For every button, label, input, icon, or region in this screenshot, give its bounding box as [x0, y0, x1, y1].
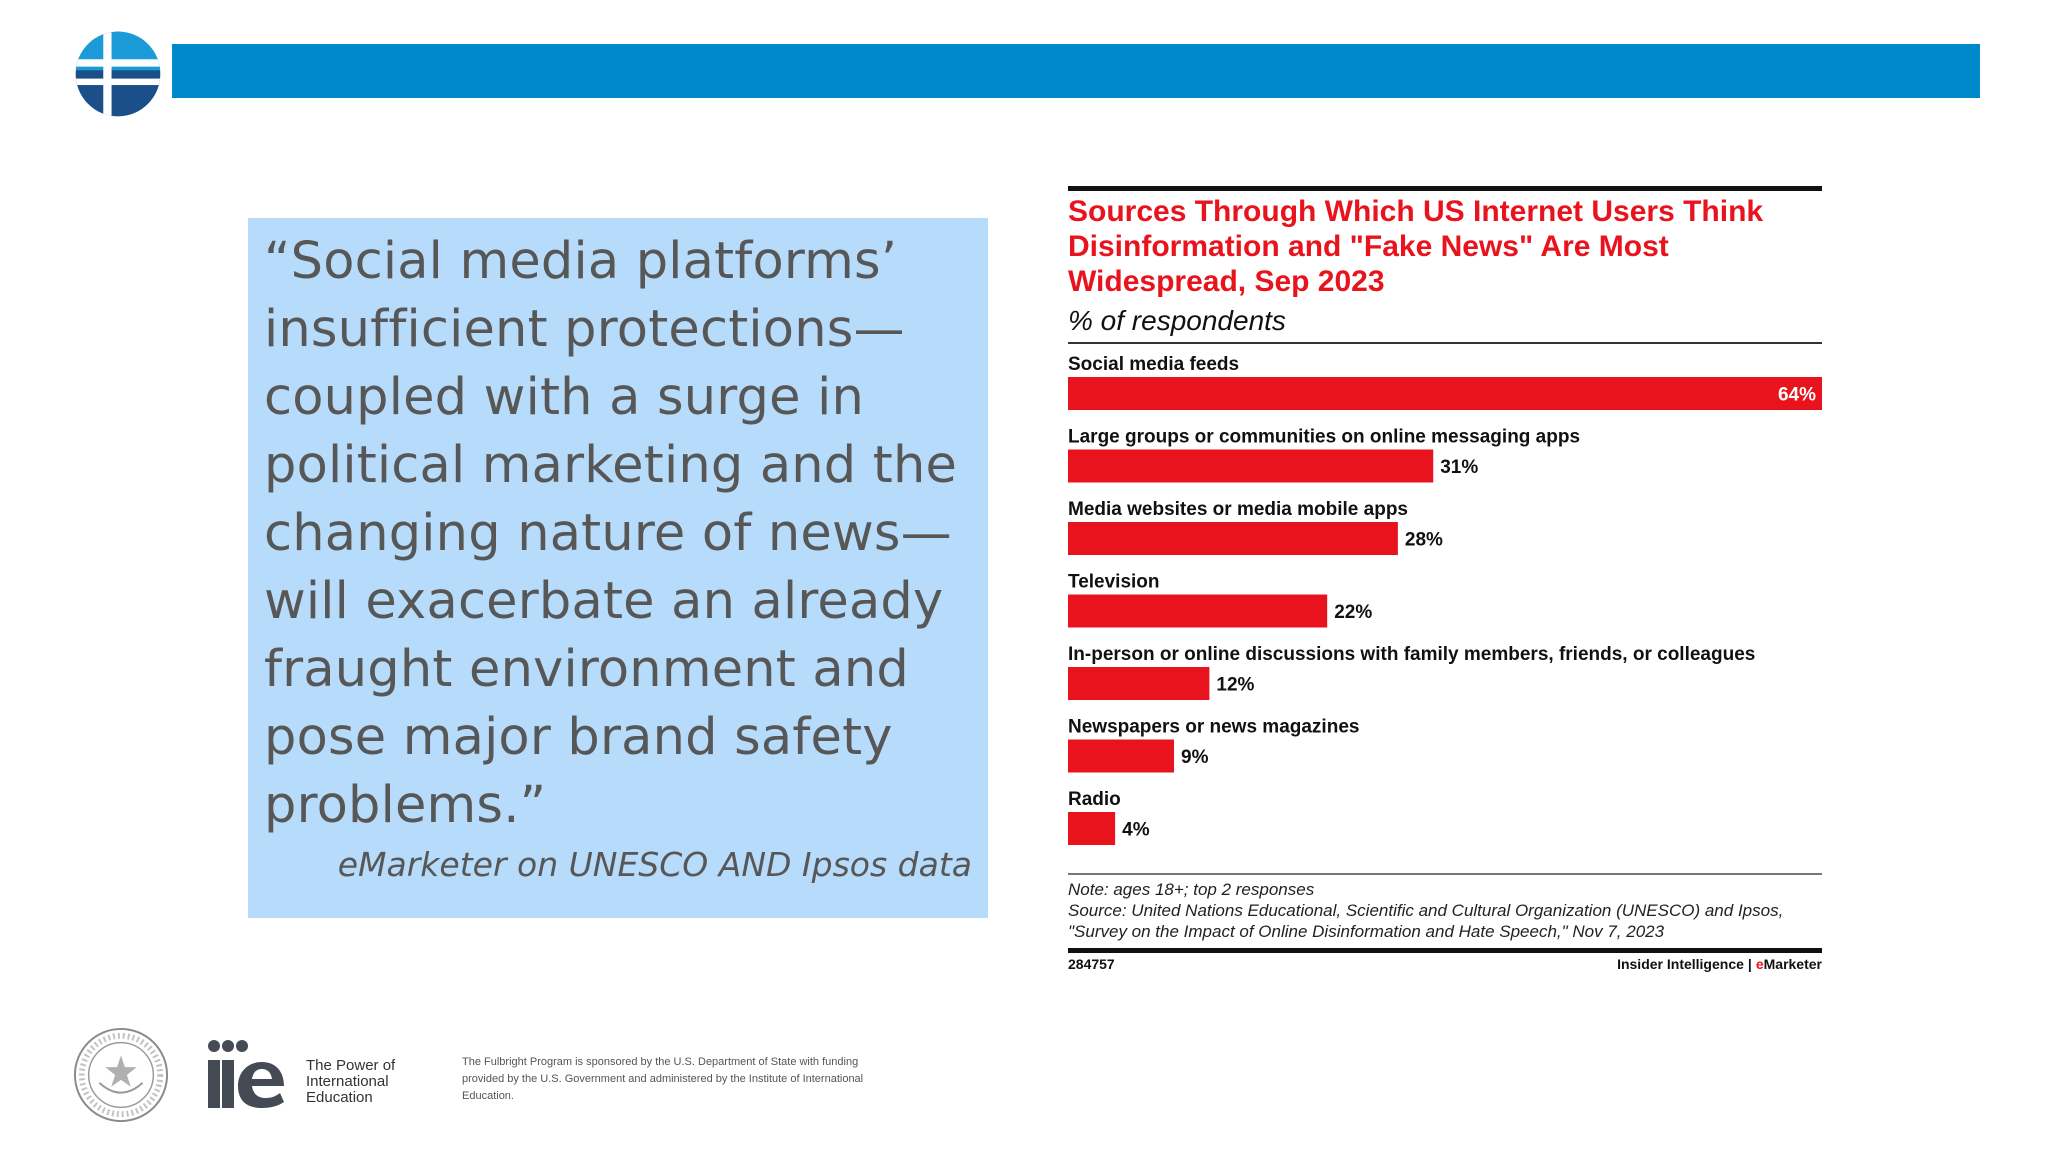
bar-chart: Sources Through Which US Internet Users … — [1068, 186, 1822, 976]
chart-bottom-rule — [1068, 948, 1822, 953]
iie-tagline: The Power of International Education — [306, 1057, 396, 1106]
quote-source: eMarketer on UNESCO AND Ipsos data — [337, 845, 972, 884]
value-label: 64% — [1778, 385, 1816, 406]
chart-note-line: Note: ages 18+; top 2 responses — [1068, 880, 1315, 899]
category-label: Television — [1068, 572, 1160, 593]
category-label: Social media feeds — [1068, 354, 1239, 375]
chart-plot-area: Social media feeds 64% Large groups or com… — [1068, 354, 1822, 850]
category-label: Newspapers or news magazines — [1068, 717, 1359, 738]
category-label: Large groups or communities on online me… — [1068, 427, 1580, 448]
brand-insider-intelligence: Insider Intelligence — [1617, 956, 1744, 972]
chart-source-line: Source: United Nations Educational, Scie… — [1068, 901, 1784, 941]
chart-id: 284757 — [1068, 956, 1115, 972]
bar — [1068, 739, 1175, 773]
bar — [1068, 667, 1210, 700]
quote-text: “Social media platforms’ insufficient pr… — [264, 232, 958, 835]
chart-subtitle: % of respondents — [1068, 305, 1286, 336]
bar — [1068, 377, 1822, 410]
fulbright-globe-icon — [75, 31, 161, 117]
value-label: 22% — [1334, 602, 1372, 623]
category-label: In-person or online discussions with fam… — [1068, 644, 1755, 665]
footer-disclaimer: The Fulbright Program is sponsored by th… — [462, 1056, 864, 1102]
value-label: 12% — [1216, 675, 1254, 696]
quote-box: “Social media platforms’ insufficient pr… — [248, 218, 988, 918]
value-label: 31% — [1440, 457, 1478, 478]
category-label: Media websites or media mobile apps — [1068, 499, 1408, 520]
value-label: 28% — [1405, 530, 1443, 551]
brand-emarketer-e: e — [1755, 956, 1764, 972]
iie-logo-icon — [208, 1040, 284, 1108]
chart-svg: Social media feeds 64% Large groups or com… — [1068, 354, 1822, 845]
bar — [1068, 812, 1116, 845]
us-department-of-state-seal-icon — [73, 1027, 169, 1123]
brand-emarketer-rest: Marketer — [1763, 956, 1822, 972]
chart-header-rule — [1068, 342, 1822, 344]
header-bar — [172, 44, 1980, 98]
value-label: 9% — [1181, 747, 1209, 768]
bar — [1068, 522, 1398, 555]
chart-top-rule — [1068, 186, 1822, 191]
bar — [1068, 594, 1328, 628]
chart-brand: Insider Intelligence | eMarketer — [1617, 956, 1822, 972]
chart-note: Note: ages 18+; top 2 responses Source: … — [1068, 879, 1822, 942]
value-label: 4% — [1122, 820, 1150, 841]
chart-title: Sources Through Which US Internet Users … — [1068, 195, 1764, 298]
chart-footer-rule — [1068, 873, 1822, 875]
bar — [1068, 449, 1434, 483]
brand-separator: | — [1747, 956, 1752, 972]
category-label: Radio — [1068, 789, 1121, 810]
